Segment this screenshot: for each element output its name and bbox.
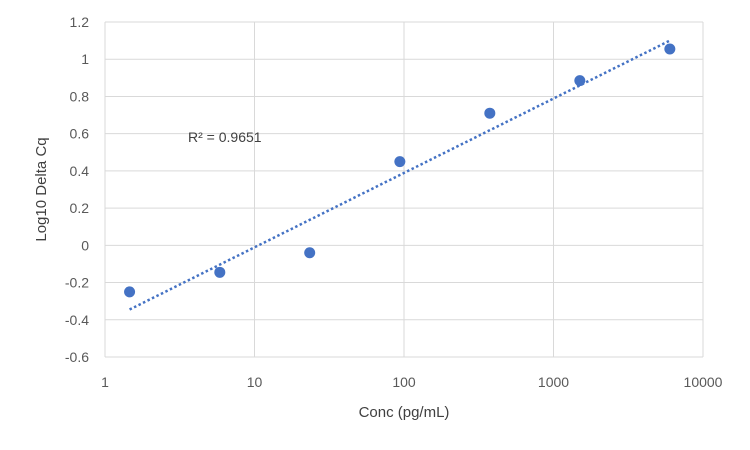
y-axis-title: Log10 Delta Cq [33, 137, 50, 241]
y-tick-label: 0.8 [70, 88, 90, 104]
y-tick-label: -0.4 [65, 312, 89, 328]
x-tick-label: 10000 [684, 374, 723, 390]
x-tick-label: 100 [392, 374, 416, 390]
x-tick-labels: 1 10 100 1000 10000 [101, 374, 723, 390]
x-tick-label: 1 [101, 374, 109, 390]
data-points [124, 43, 676, 298]
data-point [394, 156, 406, 168]
y-tick-label: 1.2 [70, 14, 90, 30]
y-tick-labels: -0.6 -0.4 -0.2 0 0.2 0.4 0.6 0.8 1 1.2 [65, 14, 89, 365]
trendline [129, 39, 671, 311]
gridlines [104, 21, 704, 358]
y-tick-label: -0.2 [65, 275, 89, 291]
data-point [124, 286, 136, 298]
y-tick-label: 1 [81, 51, 89, 67]
data-point [484, 107, 496, 119]
data-point [574, 75, 586, 87]
x-axis-title: Conc (pg/mL) [359, 404, 450, 421]
y-tick-label: 0.6 [70, 126, 90, 142]
x-tick-label: 10 [247, 374, 263, 390]
data-point [664, 43, 676, 55]
data-point [304, 247, 316, 259]
x-tick-label: 1000 [538, 374, 569, 390]
y-tick-label: 0.2 [70, 200, 90, 216]
r-squared-annotation: R² = 0.9651 [188, 129, 262, 145]
y-tick-label: 0 [81, 237, 89, 253]
data-point [214, 266, 226, 278]
y-tick-label: -0.6 [65, 349, 89, 365]
y-tick-label: 0.4 [70, 163, 90, 179]
